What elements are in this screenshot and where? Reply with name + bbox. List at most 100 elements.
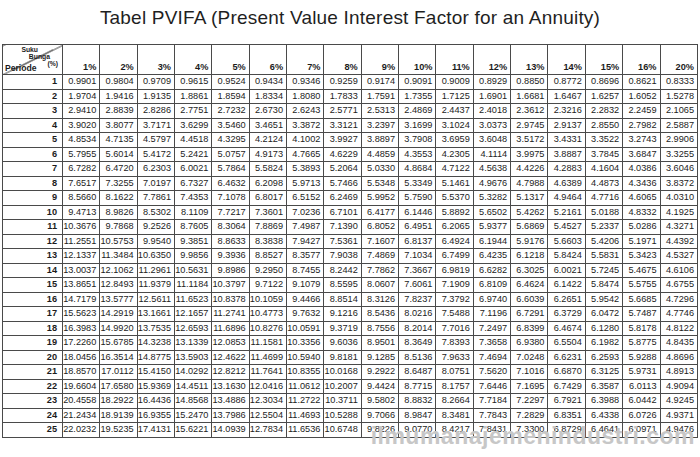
pvifa-value-cell: 2.9410	[63, 104, 100, 119]
table-row: 1614.717913.577712.561111.652310.837810.…	[3, 292, 698, 307]
pvifa-value-cell: 6.2303	[137, 162, 174, 177]
pvifa-value-cell: 1.6467	[548, 89, 585, 104]
pvifa-value-cell: 17.2260	[63, 336, 100, 351]
table-row: 1211.255110.57539.95409.38518.86338.3838…	[3, 234, 698, 249]
rate-header: 4%	[175, 45, 212, 75]
pvifa-value-cell: 3.6046	[660, 162, 698, 177]
period-cell: 3	[3, 104, 63, 119]
period-cell: 11	[3, 220, 63, 235]
pvifa-value-cell: 5.6685	[623, 292, 660, 307]
pvifa-value-cell: 5.2064	[324, 162, 361, 177]
pvifa-value-cell: 2.3216	[548, 104, 585, 119]
pvifa-value-cell: 7.3667	[399, 263, 436, 278]
rate-header: 15%	[585, 45, 622, 75]
pvifa-value-cell: 6.7282	[63, 162, 100, 177]
period-cell: 23	[3, 394, 63, 409]
pvifa-value-cell: 6.6231	[548, 350, 585, 365]
rate-header: 9%	[361, 45, 398, 75]
period-cell: 17	[3, 307, 63, 322]
table-row: 54.85344.71354.57974.45184.32954.21244.1…	[3, 133, 698, 148]
pvifa-value-cell: 17.6580	[100, 379, 137, 394]
pvifa-value-cell: 12.4622	[212, 350, 249, 365]
period-cell: 16	[3, 292, 63, 307]
pvifa-value-cell: 7.1909	[436, 278, 473, 293]
pvifa-value-cell: 4.9676	[473, 176, 510, 191]
pvifa-value-cell: 11.9379	[137, 278, 174, 293]
pvifa-value-cell: 5.7466	[324, 176, 361, 191]
pvifa-value-cell: 8.2442	[324, 263, 361, 278]
pvifa-value-cell: 17.4131	[137, 423, 174, 438]
pvifa-value-cell: 7.8237	[399, 292, 436, 307]
pvifa-value-cell: 0.9259	[324, 75, 361, 90]
pvifa-value-cell: 8.0751	[436, 365, 473, 380]
pvifa-value-cell: 2.1065	[660, 104, 698, 119]
pvifa-value-cell: 10.6748	[324, 423, 361, 438]
pvifa-value-cell: 4.3553	[399, 147, 436, 162]
pvifa-value-cell: 13.8651	[63, 278, 100, 293]
pvifa-value-cell: 1.9135	[137, 89, 174, 104]
pvifa-value-cell: 2.5313	[361, 104, 398, 119]
pvifa-value-cell: 11.6523	[175, 292, 212, 307]
pvifa-value-cell: 11.2722	[287, 394, 324, 409]
pvifa-value-cell: 1.7833	[324, 89, 361, 104]
pvifa-value-cell: 0.9804	[100, 75, 137, 90]
pvifa-value-cell: 6.3729	[548, 307, 585, 322]
pvifa-value-cell: 8.3064	[212, 220, 249, 235]
pvifa-value-cell: 2.7751	[175, 104, 212, 119]
pvifa-value-cell: 21.2434	[63, 408, 100, 423]
rate-header: 10%	[399, 45, 436, 75]
pvifa-value-cell: 2.4018	[473, 104, 510, 119]
pvifa-value-cell: 7.7016	[436, 321, 473, 336]
pvifa-value-cell: 6.6039	[511, 292, 548, 307]
pvifa-value-cell: 4.3436	[623, 176, 660, 191]
pvifa-value-cell: 9.4424	[361, 379, 398, 394]
pvifa-value-cell: 5.1971	[623, 234, 660, 249]
pvifa-value-cell: 5.2421	[175, 147, 212, 162]
pvifa-value-cell: 3.4331	[548, 133, 585, 148]
pvifa-value-cell: 6.3587	[585, 379, 622, 394]
pvifa-value-cell: 6.4624	[511, 278, 548, 293]
pvifa-value-cell: 4.1002	[287, 133, 324, 148]
pvifa-value-cell: 10.0168	[324, 365, 361, 380]
pvifa-value-cell: 6.0726	[623, 408, 660, 423]
corner-rate-label-line1: Suku	[21, 46, 38, 53]
pvifa-value-cell: 4.6065	[623, 191, 660, 206]
pvifa-value-cell: 6.4674	[548, 321, 585, 336]
pvifa-value-cell: 8.3838	[249, 234, 286, 249]
pvifa-value-cell: 7.6446	[473, 379, 510, 394]
pvifa-value-cell: 5.8775	[623, 336, 660, 351]
pvifa-value-cell: 0.8696	[585, 75, 622, 90]
pvifa-value-cell: 12.1657	[175, 307, 212, 322]
pvifa-value-cell: 5.0188	[585, 205, 622, 220]
table-row: 43.90203.80773.71713.62993.54603.46513.3…	[3, 118, 698, 133]
pvifa-value-cell: 13.1661	[137, 307, 174, 322]
pvifa-value-cell: 1.8861	[175, 89, 212, 104]
pvifa-value-cell: 0.9901	[63, 75, 100, 90]
rate-header: 12%	[473, 45, 510, 75]
pvifa-value-cell: 6.0442	[623, 394, 660, 409]
pvifa-value-cell: 0.8621	[623, 75, 660, 90]
pvifa-value-cell: 1.7355	[399, 89, 436, 104]
pvifa-value-cell: 1.7591	[361, 89, 398, 104]
corner-rate-label-line3: (%)	[47, 60, 58, 67]
pvifa-value-cell: 6.5504	[548, 336, 585, 351]
pvifa-value-cell: 16.3514	[100, 350, 137, 365]
pvifa-value-cell: 6.4338	[585, 408, 622, 423]
pvifa-value-cell: 6.1422	[548, 278, 585, 293]
table-row: 1513.865112.849311.937911.118410.37979.7…	[3, 278, 698, 293]
pvifa-value-cell: 8.0216	[399, 307, 436, 322]
pvifa-value-cell: 7.8869	[249, 220, 286, 235]
period-cell: 19	[3, 336, 63, 351]
pvifa-value-cell: 0.9434	[249, 75, 286, 90]
pvifa-value-cell: 5.7864	[212, 162, 249, 177]
pvifa-value-cell: 7.7862	[361, 263, 398, 278]
pvifa-value-cell: 8.6487	[399, 365, 436, 380]
pvifa-value-cell: 5.4206	[585, 234, 622, 249]
pvifa-value-cell: 5.0330	[361, 162, 398, 177]
period-cell: 7	[3, 162, 63, 177]
pvifa-value-cell: 15.4150	[137, 365, 174, 380]
table-row: 109.47138.98268.53028.11097.72177.36017.…	[3, 205, 698, 220]
pvifa-value-cell: 8.9847	[399, 408, 436, 423]
pvifa-value-cell: 6.3025	[511, 263, 548, 278]
pvifa-value-cell: 1.9704	[63, 89, 100, 104]
